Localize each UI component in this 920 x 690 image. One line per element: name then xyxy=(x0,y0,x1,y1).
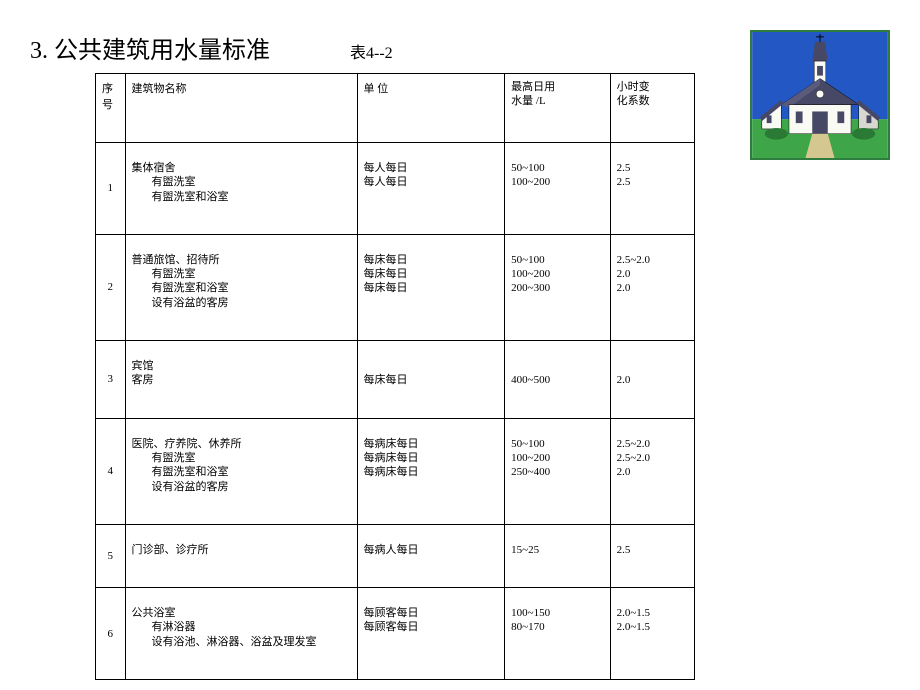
seq-cell: 2 xyxy=(96,234,126,340)
page-title: 3. 公共建筑用水量标准 xyxy=(30,30,270,65)
coef-cell: 2.5~2.02.5~2.02.0 xyxy=(610,418,694,524)
coef-cell: 2.0 xyxy=(610,341,694,419)
name-cell: 宾馆客房 xyxy=(125,341,357,419)
coef-cell: 2.5~2.02.02.0 xyxy=(610,234,694,340)
amount-cell: 100~15080~170 xyxy=(505,588,610,680)
coef-cell: 2.52.5 xyxy=(610,143,694,235)
seq-cell: 4 xyxy=(96,418,126,524)
table-header-row: 序号 建筑物名称 单 位 最高日用水量 /L 小时变化系数 xyxy=(96,74,695,143)
table-row: 3宾馆客房 每床每日 400~500 2.0 xyxy=(96,341,695,419)
coef-cell: 2.5 xyxy=(610,524,694,587)
unit-cell: 每人每日每人每日 xyxy=(357,143,505,235)
name-cell: 普通旅馆、招待所有盥洗室有盥洗室和浴室设有浴盆的客房 xyxy=(125,234,357,340)
header-name: 建筑物名称 xyxy=(125,74,357,143)
amount-cell: 400~500 xyxy=(505,341,610,419)
unit-cell: 每病人每日 xyxy=(357,524,505,587)
church-illustration xyxy=(750,30,890,160)
name-cell: 集体宿舍有盥洗室有盥洗室和浴室 xyxy=(125,143,357,235)
seq-cell: 3 xyxy=(96,341,126,419)
table-row: 1集体宿舍有盥洗室有盥洗室和浴室每人每日每人每日50~100100~2002.5… xyxy=(96,143,695,235)
seq-cell: 1 xyxy=(96,143,126,235)
table-row: 2普通旅馆、招待所有盥洗室有盥洗室和浴室设有浴盆的客房每床每日每床每日每床每日5… xyxy=(96,234,695,340)
amount-cell: 50~100100~200 xyxy=(505,143,610,235)
header-seq: 序号 xyxy=(96,74,126,143)
unit-cell: 每床每日 xyxy=(357,341,505,419)
header-amount: 最高日用水量 /L xyxy=(505,74,610,143)
header-unit: 单 位 xyxy=(357,74,505,143)
table-caption: 表4--2 xyxy=(350,39,393,63)
unit-cell: 每顾客每日每顾客每日 xyxy=(357,588,505,680)
name-cell: 公共浴室有淋浴器设有浴池、淋浴器、浴盆及理发室 xyxy=(125,588,357,680)
coef-cell: 2.0~1.52.0~1.5 xyxy=(610,588,694,680)
seq-cell: 5 xyxy=(96,524,126,587)
unit-cell: 每病床每日每病床每日每病床每日 xyxy=(357,418,505,524)
table-row: 5门诊部、诊疗所每病人每日15~252.5 xyxy=(96,524,695,587)
amount-cell: 50~100100~200200~300 xyxy=(505,234,610,340)
name-cell: 门诊部、诊疗所 xyxy=(125,524,357,587)
amount-cell: 50~100100~200250~400 xyxy=(505,418,610,524)
seq-cell: 6 xyxy=(96,588,126,680)
table-row: 4医院、疗养院、休养所有盥洗室有盥洗室和浴室设有浴盆的客房每病床每日每病床每日每… xyxy=(96,418,695,524)
amount-cell: 15~25 xyxy=(505,524,610,587)
table-row: 6公共浴室有淋浴器设有浴池、淋浴器、浴盆及理发室每顾客每日每顾客每日100~15… xyxy=(96,588,695,680)
name-cell: 医院、疗养院、休养所有盥洗室有盥洗室和浴室设有浴盆的客房 xyxy=(125,418,357,524)
water-standard-table: 序号 建筑物名称 单 位 最高日用水量 /L 小时变化系数 1集体宿舍有盥洗室有… xyxy=(95,73,695,680)
header-coef: 小时变化系数 xyxy=(610,74,694,143)
unit-cell: 每床每日每床每日每床每日 xyxy=(357,234,505,340)
